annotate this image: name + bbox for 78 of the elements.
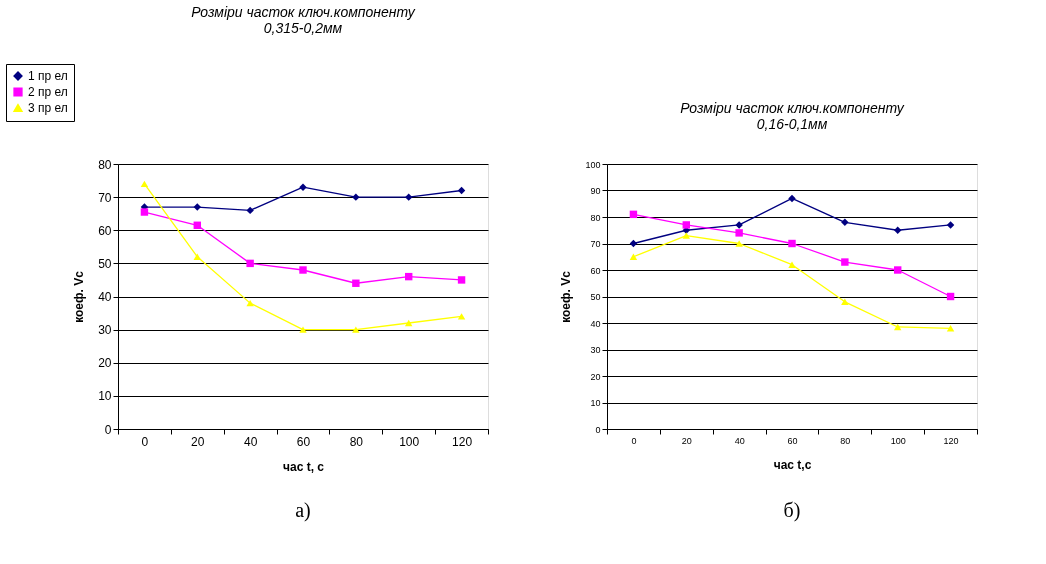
x-tick-label: 80 <box>349 434 364 449</box>
point <box>352 326 360 333</box>
legend-label: 2 пр ел <box>28 85 68 99</box>
x-axis-title: час t, с <box>283 459 325 474</box>
text: б) <box>783 499 801 522</box>
y-tick-label: 0 <box>595 424 601 435</box>
point <box>193 253 201 260</box>
point <box>682 221 690 229</box>
x-tick-label: 120 <box>943 435 959 446</box>
y-tick-label: 70 <box>590 239 601 249</box>
x-tick-label: 0 <box>141 434 149 449</box>
point <box>457 186 466 195</box>
y-tick-label: 90 <box>590 186 601 196</box>
point <box>841 258 849 266</box>
y-tick-label: 40 <box>590 318 601 329</box>
x-tick-label: 20 <box>681 435 692 446</box>
legend-label: 1 пр ел <box>28 69 68 83</box>
x-tick-label: 80 <box>840 435 851 446</box>
point <box>457 313 466 320</box>
point <box>352 279 360 287</box>
x-tick-label: 60 <box>296 434 311 449</box>
point <box>140 180 149 188</box>
y-tick-label: 70 <box>98 190 112 205</box>
point <box>841 298 849 306</box>
y-tick-label: 20 <box>590 371 601 382</box>
y-tick-label: 20 <box>98 356 112 371</box>
y-axis-title: коеф. Vc <box>559 270 574 323</box>
y-tick-label: 30 <box>98 323 112 338</box>
x-tick-label: 40 <box>734 435 745 446</box>
point <box>405 319 413 327</box>
point <box>735 240 743 247</box>
y-tick-label: 40 <box>98 290 112 304</box>
y-tick-label: 60 <box>98 223 112 238</box>
point <box>841 218 849 227</box>
text: 0,16-0,1мм <box>756 116 828 132</box>
point <box>946 325 955 332</box>
y-tick-label: 80 <box>98 157 112 172</box>
point <box>299 326 307 333</box>
y-tick-label: 10 <box>590 398 601 408</box>
point <box>629 239 638 248</box>
y-tick-label: 50 <box>590 292 601 302</box>
y-tick-label: 10 <box>98 389 112 404</box>
text: а) <box>295 499 311 522</box>
point <box>788 194 796 203</box>
point <box>246 259 254 268</box>
y-tick-label: 80 <box>590 212 601 223</box>
x-tick-label: 100 <box>890 435 906 446</box>
legend-label: 3 пр ел <box>28 101 68 115</box>
x-tick-label: 60 <box>787 435 798 446</box>
y-tick-label: 50 <box>98 256 112 271</box>
x-tick-label: 100 <box>399 434 420 449</box>
point <box>246 206 254 215</box>
text: Розміри часток ключ.компоненту <box>191 3 415 20</box>
point <box>894 226 902 234</box>
point <box>193 203 201 211</box>
x-tick-label: 120 <box>452 434 473 449</box>
point <box>894 323 902 331</box>
point <box>735 229 743 237</box>
point <box>629 253 638 260</box>
text: Розміри часток ключ.компоненту <box>680 100 904 116</box>
point <box>140 208 149 216</box>
point <box>946 221 955 229</box>
x-axis-title: час t,с <box>773 457 812 472</box>
text: 0,315-0,2мм <box>263 19 343 36</box>
y-axis-title: коеф. Vc <box>72 270 87 323</box>
point <box>788 261 796 268</box>
point <box>299 266 307 274</box>
y-tick-label: 100 <box>585 159 601 170</box>
x-tick-label: 40 <box>243 434 258 449</box>
point <box>682 232 690 239</box>
y-tick-label: 30 <box>590 345 601 355</box>
point <box>457 276 466 284</box>
x-tick-label: 0 <box>631 435 637 446</box>
point <box>405 193 413 201</box>
y-tick-label: 60 <box>590 265 601 276</box>
point <box>788 239 796 248</box>
point <box>894 266 902 274</box>
x-tick-label: 20 <box>191 434 205 449</box>
